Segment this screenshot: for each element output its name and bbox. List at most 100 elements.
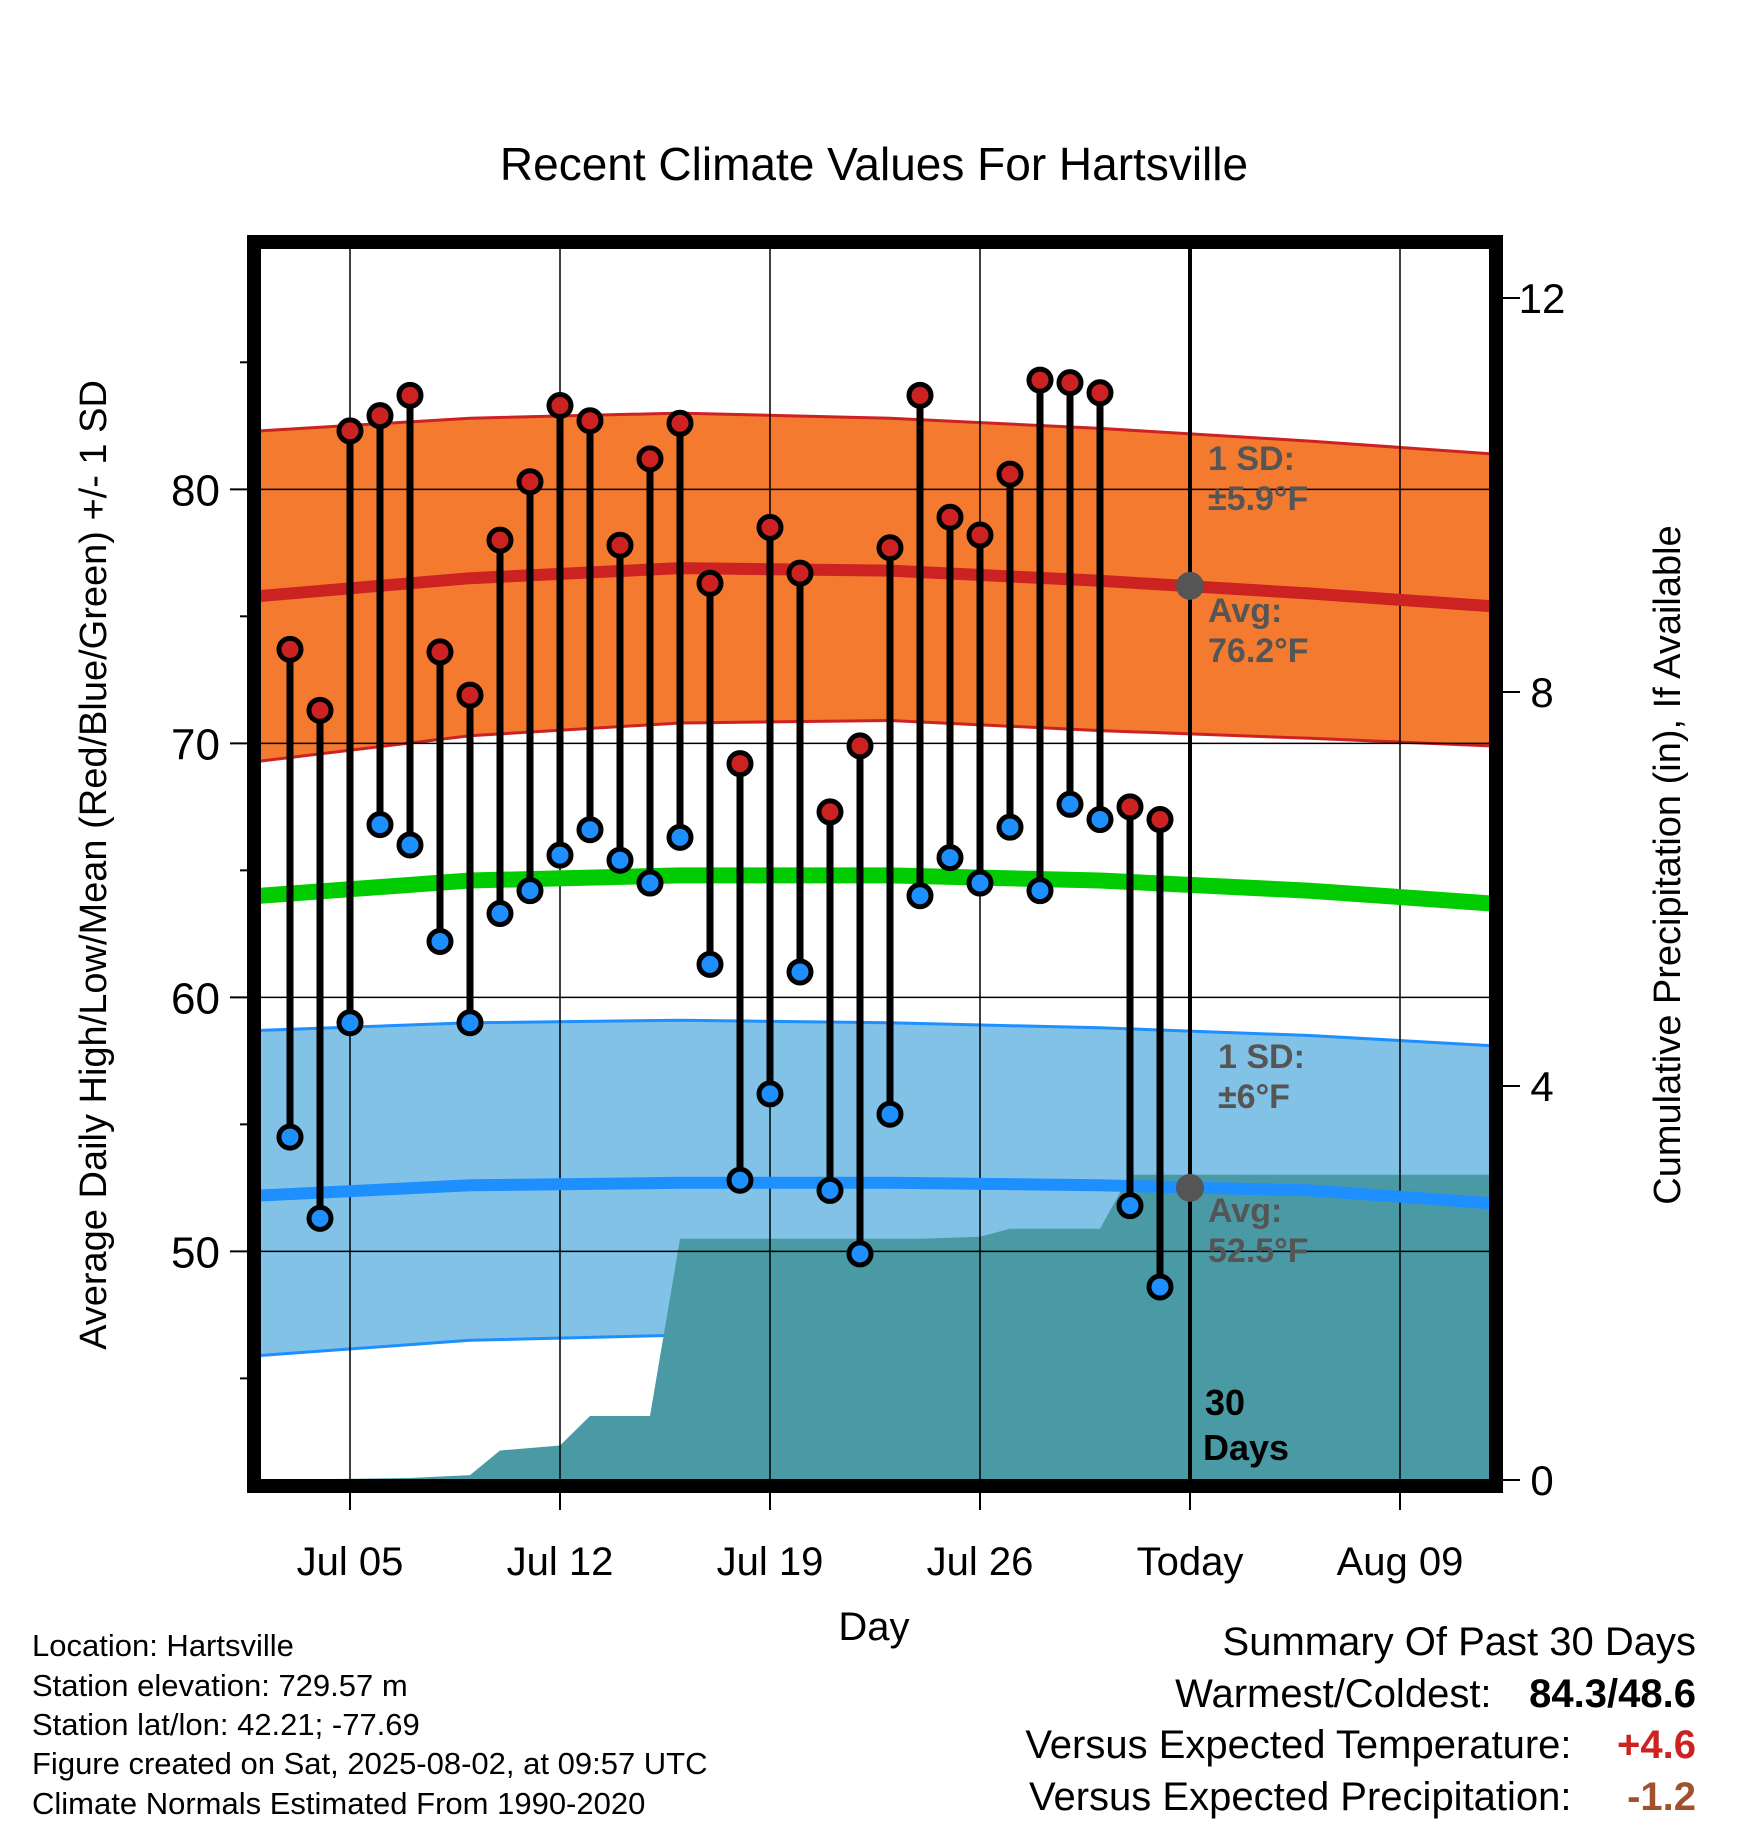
high-avg-label: Avg: [1208,592,1282,630]
y2-tick-label: 12 [1519,275,1566,322]
low-point [726,1166,754,1194]
high-point [456,681,484,709]
high-sd-band [260,413,1490,762]
high-point [516,468,544,496]
period-length-unit: Days [1203,1427,1289,1468]
low-point [846,1240,874,1268]
low-point [786,958,814,986]
warmest-coldest-label: Warmest/Coldest: [1175,1672,1492,1716]
high-point [306,696,334,724]
high-point [1086,379,1114,407]
high-sd-label: 1 SD: [1208,440,1295,478]
low-avg-value: 52.5°F [1208,1232,1309,1270]
high-point [396,381,424,409]
high-point [906,381,934,409]
high-point [786,559,814,587]
temp-departure-label: Versus Expected Temperature: [1025,1723,1572,1767]
high-point [846,732,874,760]
low-point [1026,877,1054,905]
high-point [276,635,304,663]
mean-normal-line [260,867,1490,912]
station-elevation: Station elevation: 729.57 m [32,1668,408,1703]
summary-precipitation: Versus Expected Precipitation: -1.2 [1029,1775,1696,1820]
low-point [816,1176,844,1204]
summary-title-text: Summary Of Past 30 Days [1222,1620,1696,1664]
high-upper-edge [260,411,1490,456]
low-point [966,869,994,897]
high-point [756,513,784,541]
station-location: Location: Hartsville [32,1628,294,1663]
today-low-avg-marker [1176,1173,1204,1202]
y-tick-label: 50 [171,1228,220,1277]
high-avg-value: 76.2°F [1208,632,1309,670]
low-point [696,950,724,978]
low-point [636,869,664,897]
low-point [546,841,574,869]
y2-tick-label: 0 [1530,1457,1553,1504]
high-point [696,569,724,597]
summary-warmest-coldest: Warmest/Coldest: 84.3/48.6 [1175,1672,1696,1717]
y2-tick-label: 8 [1530,669,1553,716]
y-tick-label: 80 [171,466,220,515]
summary-title: Summary Of Past 30 Days [1223,1620,1696,1665]
y-tick-label: 60 [171,974,220,1023]
high-point [1146,806,1174,834]
chart-title: Recent Climate Values For Hartsville [500,138,1248,190]
low-point [756,1080,784,1108]
high-point [1026,366,1054,394]
high-point [996,460,1024,488]
high-point [426,638,454,666]
high-point [486,526,514,554]
high-sd-value: ±5.9°F [1208,480,1308,518]
x-axis-title: Day [838,1605,909,1649]
y2-tick-label: 4 [1530,1063,1553,1110]
high-point [606,531,634,559]
low-normal-line [260,1176,1490,1210]
high-point [576,407,604,435]
low-point [366,811,394,839]
low-sd-label: 1 SD: [1218,1038,1305,1076]
climate-normals-period: Climate Normals Estimated From 1990-2020 [32,1786,646,1821]
y-axis-title: Average Daily High/Low/Mean (Red/Blue/Gr… [73,380,115,1350]
low-sd-value: ±6°F [1218,1078,1290,1116]
y2-axis-title: Cumulative Precipitation (in), If Availa… [1647,525,1689,1204]
y-tick-label: 70 [171,720,220,769]
high-point [816,798,844,826]
low-point [606,846,634,874]
warmest-coldest-value: 84.3/48.6 [1529,1672,1696,1716]
low-point [1116,1192,1144,1220]
high-point [1116,793,1144,821]
low-point [1056,790,1084,818]
low-point [336,1009,364,1037]
low-point [486,900,514,928]
low-point [456,1009,484,1037]
low-point [576,816,604,844]
low-point [996,813,1024,841]
low-point [876,1100,904,1128]
high-point [636,445,664,473]
low-point [276,1123,304,1151]
figure-created: Figure created on Sat, 2025-08-02, at 09… [32,1746,708,1781]
high-point [876,534,904,562]
low-point [396,831,424,859]
low-avg-label: Avg: [1208,1192,1282,1230]
low-point [516,877,544,905]
low-point [306,1204,334,1232]
x-tick-label: Jul 12 [507,1540,614,1584]
temp-departure-value: +4.6 [1617,1723,1696,1767]
low-point [1146,1273,1174,1301]
period-length-number: 30 [1205,1382,1245,1423]
precip-departure-value: -1.2 [1627,1775,1696,1819]
x-tick-label: Today [1137,1540,1244,1584]
high-point [336,417,364,445]
low-point [666,823,694,851]
precip-departure-label: Versus Expected Precipitation: [1029,1775,1572,1819]
summary-temperature: Versus Expected Temperature: +4.6 [1025,1723,1696,1768]
low-point [1086,806,1114,834]
x-tick-label: Jul 19 [717,1540,824,1584]
high-point [966,521,994,549]
low-point [906,882,934,910]
